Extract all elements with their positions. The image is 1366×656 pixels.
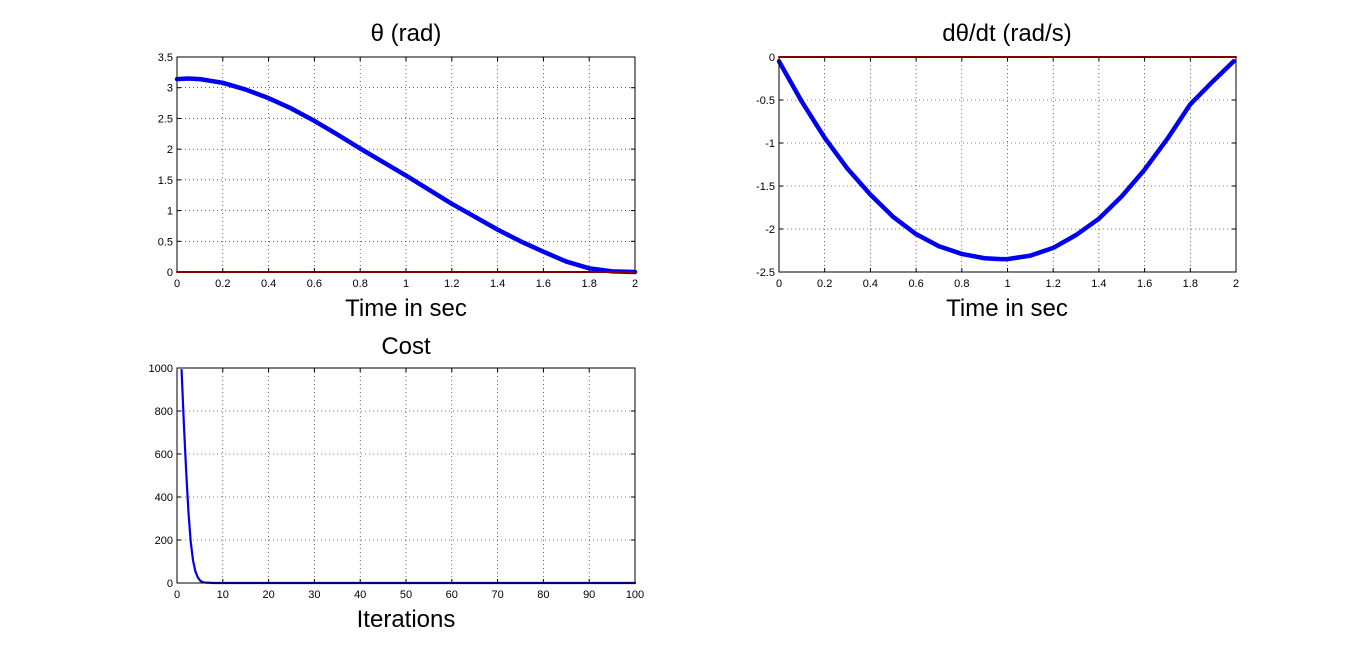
y-tick-label: 1.5 xyxy=(158,175,173,187)
axes-theta: 0 0.2 0.4 0.6 0.8 1 1.2 1.4 1.6 1.8 2 0 0.5 1 1.5 2 2.5 3… xyxy=(158,20,638,322)
x-tick-label: 60 xyxy=(446,589,458,601)
y-tick-label: -2 xyxy=(765,224,775,236)
x-tick-label: 20 xyxy=(262,589,274,601)
x-tick-label: 1.2 xyxy=(444,278,459,290)
y-tick-label: 2.5 xyxy=(158,113,173,125)
x-tick-label: 1.8 xyxy=(582,278,597,290)
x-tick-label: 50 xyxy=(400,589,412,601)
grid-theta xyxy=(177,57,635,272)
y-tick-label: 3.5 xyxy=(158,52,173,64)
x-tick-label: 0.6 xyxy=(307,278,322,290)
x-tick-label: 0 xyxy=(776,278,782,290)
y-tick-label: 0 xyxy=(167,578,173,590)
y-tick-label: 1000 xyxy=(149,363,173,375)
x-axis-label-cost: Iterations xyxy=(357,606,456,633)
x-tick-label: 2 xyxy=(632,278,638,290)
y-tick-label: -0.5 xyxy=(756,95,775,107)
y-tick-label: 2 xyxy=(167,144,173,156)
y-tick-label: 800 xyxy=(155,406,173,418)
series-line-theta-0 xyxy=(174,76,638,275)
x-tick-label: 0.8 xyxy=(353,278,368,290)
ticks-theta: 0 0.2 0.4 0.6 0.8 1 1.2 1.4 1.6 1.8 2 0 0.5 1 1.5 2 2.5 3… xyxy=(158,52,638,290)
x-tick-label: 30 xyxy=(308,589,320,601)
chart-title-cost: Cost xyxy=(381,333,431,360)
plot-area-dtheta xyxy=(779,57,1236,272)
x-tick-label: 0.4 xyxy=(863,278,878,290)
y-tick-label: 1 xyxy=(167,206,173,218)
x-tick-label: 80 xyxy=(537,589,549,601)
y-tick-label: 200 xyxy=(155,535,173,547)
x-tick-label: 90 xyxy=(583,589,595,601)
x-tick-label: 0.6 xyxy=(908,278,923,290)
y-tick-label: 600 xyxy=(155,449,173,461)
axes-dtheta: 0 0.2 0.4 0.6 0.8 1 1.2 1.4 1.6 1.8 2 -2.5 -2 -1.5 -1 -… xyxy=(756,20,1239,322)
x-tick-label: 0.8 xyxy=(954,278,969,290)
x-tick-label: 1 xyxy=(1004,278,1010,290)
x-tick-label: 1.6 xyxy=(1137,278,1152,290)
y-tick-label: 3 xyxy=(167,83,173,95)
chart-title-dtheta: dθ/dt (rad/s) xyxy=(942,20,1071,47)
x-tick-label: 1.8 xyxy=(1183,278,1198,290)
x-tick-label: 40 xyxy=(354,589,366,601)
x-tick-label: 0.4 xyxy=(261,278,276,290)
plot-area-cost xyxy=(177,368,635,583)
x-tick-label: 10 xyxy=(217,589,229,601)
ticks-dtheta: 0 0.2 0.4 0.6 0.8 1 1.2 1.4 1.6 1.8 2 -2.5 -2 -1.5 -1 -… xyxy=(756,52,1239,290)
x-tick-label: 0.2 xyxy=(817,278,832,290)
x-tick-label: 100 xyxy=(626,589,644,601)
y-tick-label: 0.5 xyxy=(158,236,173,248)
x-tick-label: 0 xyxy=(174,589,180,601)
grid-dtheta xyxy=(779,57,1236,272)
y-tick-label: 400 xyxy=(155,492,173,504)
x-axis-label-theta: Time in sec xyxy=(345,295,467,322)
y-tick-label: -2.5 xyxy=(756,267,775,279)
x-tick-label: 70 xyxy=(491,589,503,601)
y-tick-label: 0 xyxy=(167,267,173,279)
x-tick-label: 2 xyxy=(1233,278,1239,290)
x-tick-label: 1 xyxy=(403,278,409,290)
y-tick-label: -1.5 xyxy=(756,181,775,193)
x-tick-label: 1.6 xyxy=(536,278,551,290)
y-tick-label: -1 xyxy=(765,138,775,150)
x-tick-label: 0.2 xyxy=(215,278,230,290)
grid-cost xyxy=(177,368,635,583)
x-tick-label: 1.4 xyxy=(1091,278,1106,290)
x-axis-label-dtheta: Time in sec xyxy=(946,295,1068,322)
x-tick-label: 1.2 xyxy=(1046,278,1061,290)
axes-cost: 0 10 20 30 40 50 60 70 80 90 10002004006008001000 … xyxy=(149,333,645,633)
chart-title-theta: θ (rad) xyxy=(371,20,442,47)
x-tick-label: 0 xyxy=(174,278,180,290)
series-line-dtheta-0 xyxy=(776,59,1236,262)
x-tick-label: 1.4 xyxy=(490,278,505,290)
y-tick-label: 0 xyxy=(769,52,775,64)
